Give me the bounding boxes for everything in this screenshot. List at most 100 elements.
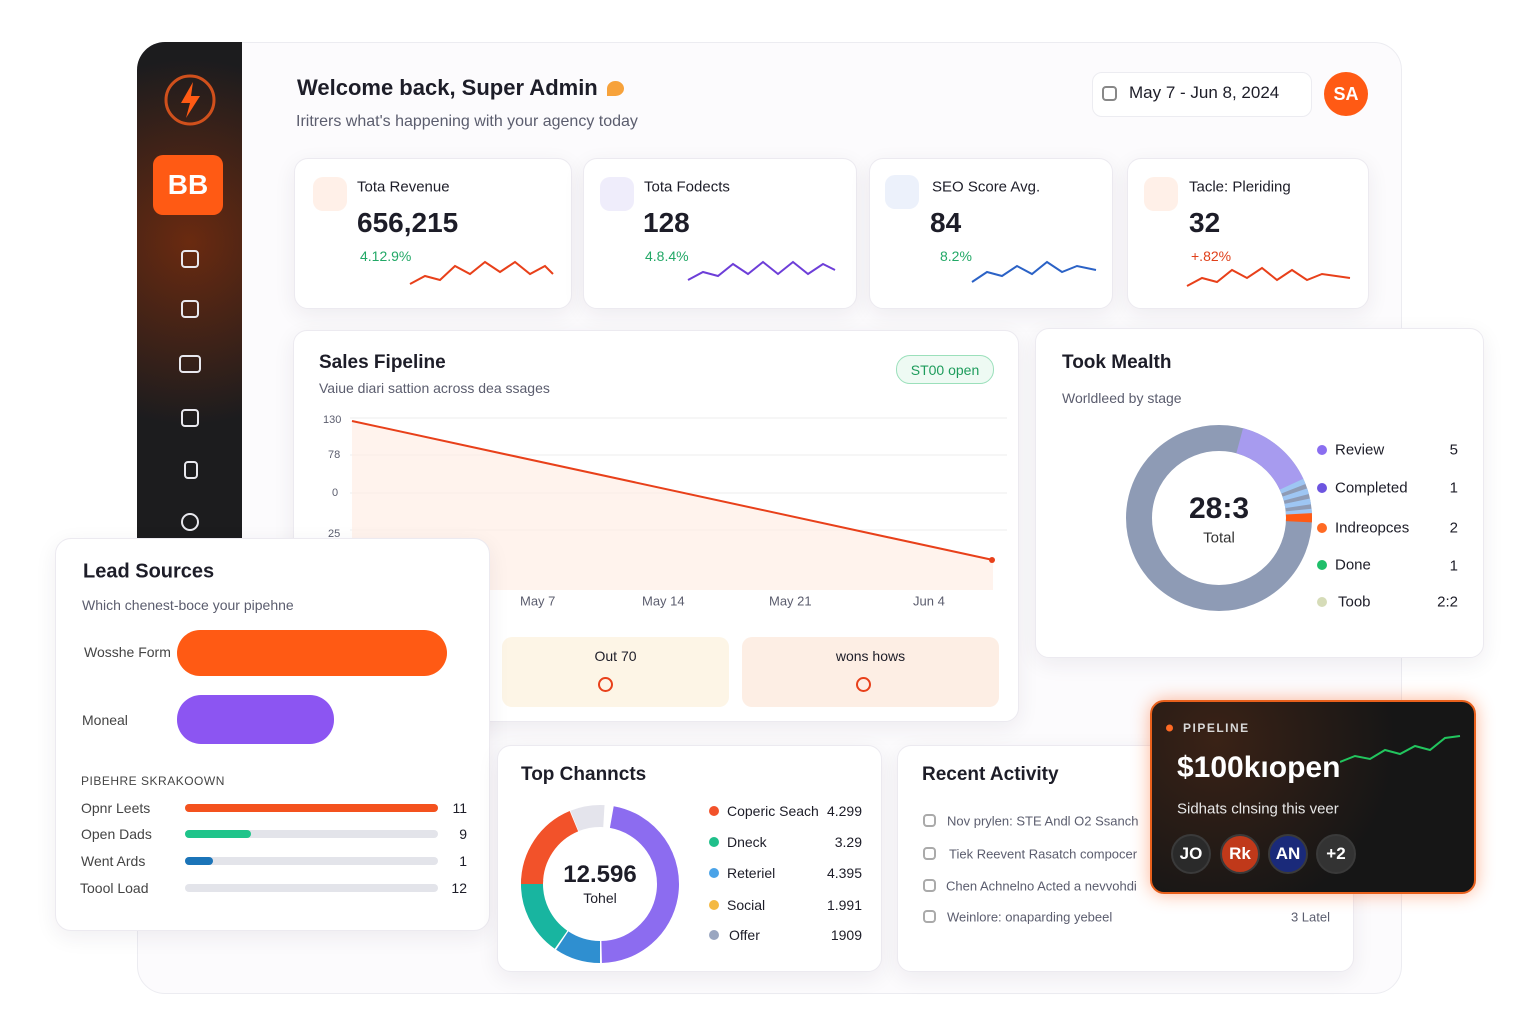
breakdown-track xyxy=(185,857,438,865)
legend-dot xyxy=(709,837,719,847)
legend-name: Dneck xyxy=(727,834,767,850)
tile-icon xyxy=(856,677,871,692)
wave-icon xyxy=(607,81,624,96)
legend-value: 2:2 xyxy=(1437,593,1458,611)
task-health-card xyxy=(1035,328,1484,658)
breakdown-value: 11 xyxy=(452,800,467,816)
legend-name: Toob xyxy=(1338,593,1371,611)
nav-icon[interactable] xyxy=(181,409,199,427)
stat-label: Tota Fodects xyxy=(644,178,730,196)
team-avatar[interactable]: Rk xyxy=(1220,834,1260,874)
breakdown-value: 1 xyxy=(459,853,467,869)
legend-dot xyxy=(1317,560,1327,570)
team-avatar[interactable]: JO xyxy=(1171,834,1211,874)
breakdown-label: Went Ards xyxy=(81,853,146,869)
stat-label: SEO Score Avg. xyxy=(932,178,1041,196)
card-subtitle: Worldleed by stage xyxy=(1062,390,1182,406)
stat-value: 32 xyxy=(1189,207,1221,238)
legend-dot xyxy=(1317,483,1327,493)
bar-label: Moneal xyxy=(82,712,128,728)
activity-item[interactable]: Weinlore: onaparding yebeel xyxy=(947,909,1113,925)
legend-dot xyxy=(709,930,719,940)
trend-line xyxy=(351,420,994,561)
activity-icon xyxy=(923,847,936,860)
task-donut xyxy=(1126,425,1312,611)
activity-item[interactable]: Chen Achnelno Acted a nevvohdi xyxy=(946,878,1137,894)
open-badge: ST00 open xyxy=(896,355,994,384)
nav-icon[interactable] xyxy=(179,355,201,373)
legend-value: 4.299 xyxy=(826,803,862,819)
legend-dot xyxy=(709,868,719,878)
y-label: 130 xyxy=(323,414,342,426)
nav-icon[interactable] xyxy=(181,300,199,318)
brand-badge[interactable]: BB xyxy=(153,155,223,215)
breakdown-value: 9 xyxy=(459,826,467,842)
card-title: Took Mealth xyxy=(1062,352,1172,373)
breakdown-label: Opnr Leets xyxy=(81,800,151,816)
stat-card xyxy=(294,158,572,309)
legend-value: 4.395 xyxy=(826,865,862,881)
summary-tile[interactable] xyxy=(502,637,729,707)
stat-change: 8.2% xyxy=(940,248,972,264)
card-subtitle: Which chenest-boce your pipehne xyxy=(82,597,294,613)
breakdown-track xyxy=(185,804,438,812)
bar-label: Wosshe Form xyxy=(84,644,171,660)
activity-item[interactable]: Nov prylen: STE Andl O2 Ssanch xyxy=(947,813,1139,829)
summary-tile[interactable] xyxy=(742,637,999,707)
donut-segment xyxy=(521,805,679,963)
y-label: 78 xyxy=(328,449,341,461)
team-avatar[interactable]: AN xyxy=(1268,834,1308,874)
legend-name: Coperic Seach xyxy=(727,803,819,819)
team-avatar[interactable]: +2 xyxy=(1316,834,1356,874)
nav-icon[interactable] xyxy=(181,250,199,268)
stat-icon xyxy=(313,177,347,211)
activity-time: 3 Latel xyxy=(1290,909,1330,925)
x-label: May 21 xyxy=(769,593,812,609)
nav-icon[interactable] xyxy=(184,461,198,479)
activity-icon xyxy=(923,879,936,892)
welcome-subtitle: Iritrers what's happening with your agen… xyxy=(296,113,638,130)
tile-label: Out 70 xyxy=(594,648,637,664)
stat-icon xyxy=(885,175,919,209)
date-picker[interactable] xyxy=(1092,72,1312,117)
breakdown-label: Toool Load xyxy=(80,880,149,896)
pipeline-label: PIPELINE xyxy=(1183,721,1250,735)
legend-value: 3.29 xyxy=(834,834,862,850)
activity-item[interactable]: Tiek Reevent Rasatch compocer xyxy=(949,846,1138,862)
breakdown-track xyxy=(185,830,438,838)
activity-icon xyxy=(923,910,936,923)
calendar-icon xyxy=(1102,86,1117,101)
pipeline-value: $100kıopen xyxy=(1177,751,1341,784)
date-range[interactable]: May 7 - Jun 8, 2024 xyxy=(1129,83,1280,102)
legend-name: Indreopces xyxy=(1335,519,1410,537)
channels-donut xyxy=(521,805,679,963)
legend-dot xyxy=(1317,445,1327,455)
legend-value: 1 xyxy=(1449,557,1458,575)
legend-name: Reteriel xyxy=(727,865,776,881)
legend-value: 1.991 xyxy=(826,897,862,913)
logo xyxy=(164,74,216,126)
sparkline xyxy=(687,260,836,281)
status-dot xyxy=(1166,724,1173,732)
card-title: Sales Fipeline xyxy=(319,352,446,373)
stat-value: 656,215 xyxy=(357,207,459,238)
legend-name: Social xyxy=(727,897,766,913)
breakdown-fill xyxy=(185,857,213,865)
source-bar xyxy=(177,695,334,744)
legend-name: Offer xyxy=(729,927,760,943)
nav-icon[interactable] xyxy=(181,513,199,531)
y-label: 25 xyxy=(328,528,341,540)
stat-label: Tota Revenue xyxy=(357,178,450,196)
donut-segment xyxy=(1126,425,1312,611)
legend-value: 2 xyxy=(1449,519,1458,537)
donut-segment xyxy=(1126,425,1312,611)
stat-icon xyxy=(1144,177,1178,211)
sparkline xyxy=(971,260,1097,283)
legend-value: 5 xyxy=(1449,441,1458,459)
stat-icon xyxy=(600,177,634,211)
stat-value: 128 xyxy=(643,207,690,238)
user-avatar[interactable]: SA xyxy=(1324,72,1368,116)
stat-label: Tacle: Pleriding xyxy=(1189,178,1291,196)
